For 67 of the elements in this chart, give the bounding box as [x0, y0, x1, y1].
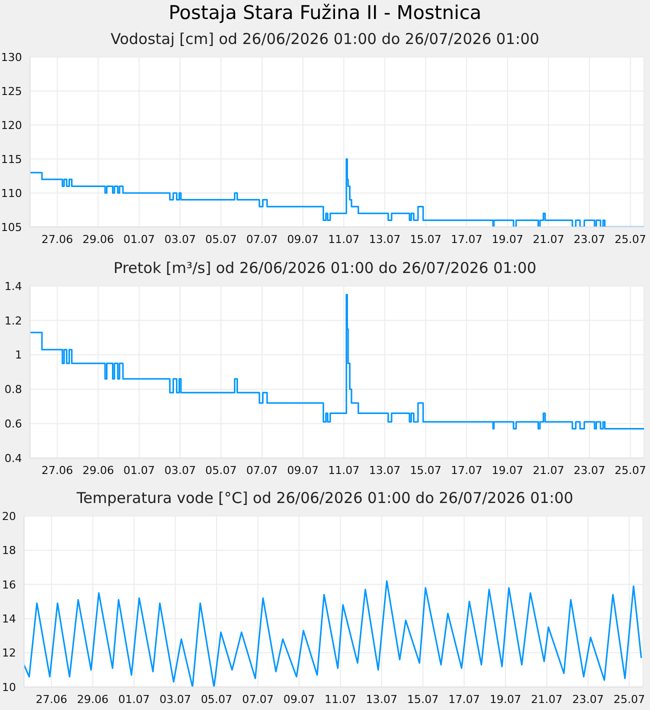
x-tick-label: 09.07 — [287, 464, 319, 477]
x-tick-label: 17.07 — [450, 232, 482, 246]
x-tick-label: 09.07 — [287, 232, 319, 246]
chart-title: Temperatura vode [°C] od 26/06/2026 01:00 do 26/07/2026 01:00 — [76, 489, 574, 507]
x-tick-label: 25.07 — [613, 692, 645, 706]
x-tick-label: 01.07 — [123, 232, 155, 246]
y-tick-label: 1.4 — [4, 280, 22, 293]
x-tick-label: 29.06 — [82, 232, 114, 246]
x-tick-label: 19.07 — [490, 692, 522, 706]
x-tick-label: 19.07 — [492, 464, 524, 477]
x-tick-label: 23.07 — [574, 232, 606, 246]
x-tick-label: 21.07 — [530, 692, 562, 706]
chart-subtitle: Vodostaj [cm] od 26/06/2026 01:00 do 26/07/2026 01:00 — [110, 30, 540, 48]
x-tick-label: 17.07 — [448, 692, 480, 706]
x-tick-label: 01.07 — [118, 692, 150, 706]
x-tick-label: 09.07 — [283, 692, 315, 706]
x-tick-label: 27.06 — [36, 692, 68, 706]
x-tick-label: 23.07 — [574, 464, 606, 477]
x-tick-label: 25.07 — [614, 464, 646, 477]
y-tick-label: 10 — [2, 680, 16, 694]
y-tick-label: 0.4 — [4, 452, 22, 465]
x-tick-label: 21.07 — [532, 464, 564, 477]
x-tick-label: 05.07 — [200, 692, 232, 706]
x-tick-label: 11.07 — [328, 464, 360, 477]
x-tick-label: 03.07 — [164, 464, 196, 477]
y-tick-label: 110 — [1, 186, 22, 200]
x-tick-label: 15.07 — [410, 464, 442, 477]
y-tick-label: 120 — [1, 118, 22, 132]
chart-title: Postaja Stara Fužina II - Mostnica — [168, 2, 482, 24]
y-tick-label: 20 — [2, 510, 16, 523]
y-tick-label: 1.2 — [4, 314, 22, 328]
x-tick-label: 07.07 — [246, 464, 278, 477]
x-tick-label: 03.07 — [160, 692, 192, 706]
x-tick-label: 11.07 — [328, 232, 360, 246]
y-tick-label: 14 — [2, 612, 16, 626]
y-tick-label: 115 — [1, 152, 22, 166]
y-tick-label: 130 — [1, 50, 22, 64]
y-tick-label: 16 — [2, 578, 16, 592]
x-tick-label: 07.07 — [246, 232, 278, 246]
x-tick-label: 29.06 — [77, 692, 109, 706]
x-tick-label: 05.07 — [205, 232, 237, 246]
x-tick-label: 13.07 — [366, 692, 398, 706]
chart-title: Pretok [m³/s] od 26/06/2026 01:00 do 26/07/2026 01:00 — [112, 259, 538, 277]
x-tick-label: 21.07 — [532, 232, 564, 246]
x-tick-label: 25.07 — [614, 232, 646, 246]
x-tick-label: 15.07 — [407, 692, 439, 706]
x-tick-label: 27.06 — [42, 464, 74, 477]
x-tick-label: 19.07 — [492, 232, 524, 246]
x-tick-label: 07.07 — [242, 692, 274, 706]
x-tick-label: 03.07 — [164, 232, 196, 246]
y-tick-label: 12 — [2, 646, 16, 660]
y-tick-label: 105 — [1, 220, 22, 234]
x-tick-label: 01.07 — [123, 464, 155, 477]
y-tick-label: 1 — [15, 348, 22, 362]
y-tick-label: 0.6 — [4, 418, 22, 431]
x-tick-label: 13.07 — [369, 464, 401, 477]
y-tick-label: 0.8 — [4, 383, 22, 396]
x-tick-label: 05.07 — [205, 464, 237, 477]
x-tick-label: 15.07 — [410, 232, 442, 246]
x-tick-label: 11.07 — [324, 692, 356, 706]
x-tick-label: 27.06 — [42, 232, 74, 246]
x-tick-label: 13.07 — [369, 232, 401, 246]
x-tick-label: 29.06 — [82, 464, 114, 477]
x-tick-label: 17.07 — [450, 464, 482, 477]
y-tick-label: 125 — [1, 84, 22, 98]
x-tick-label: 23.07 — [572, 692, 604, 706]
y-tick-label: 18 — [2, 544, 16, 558]
